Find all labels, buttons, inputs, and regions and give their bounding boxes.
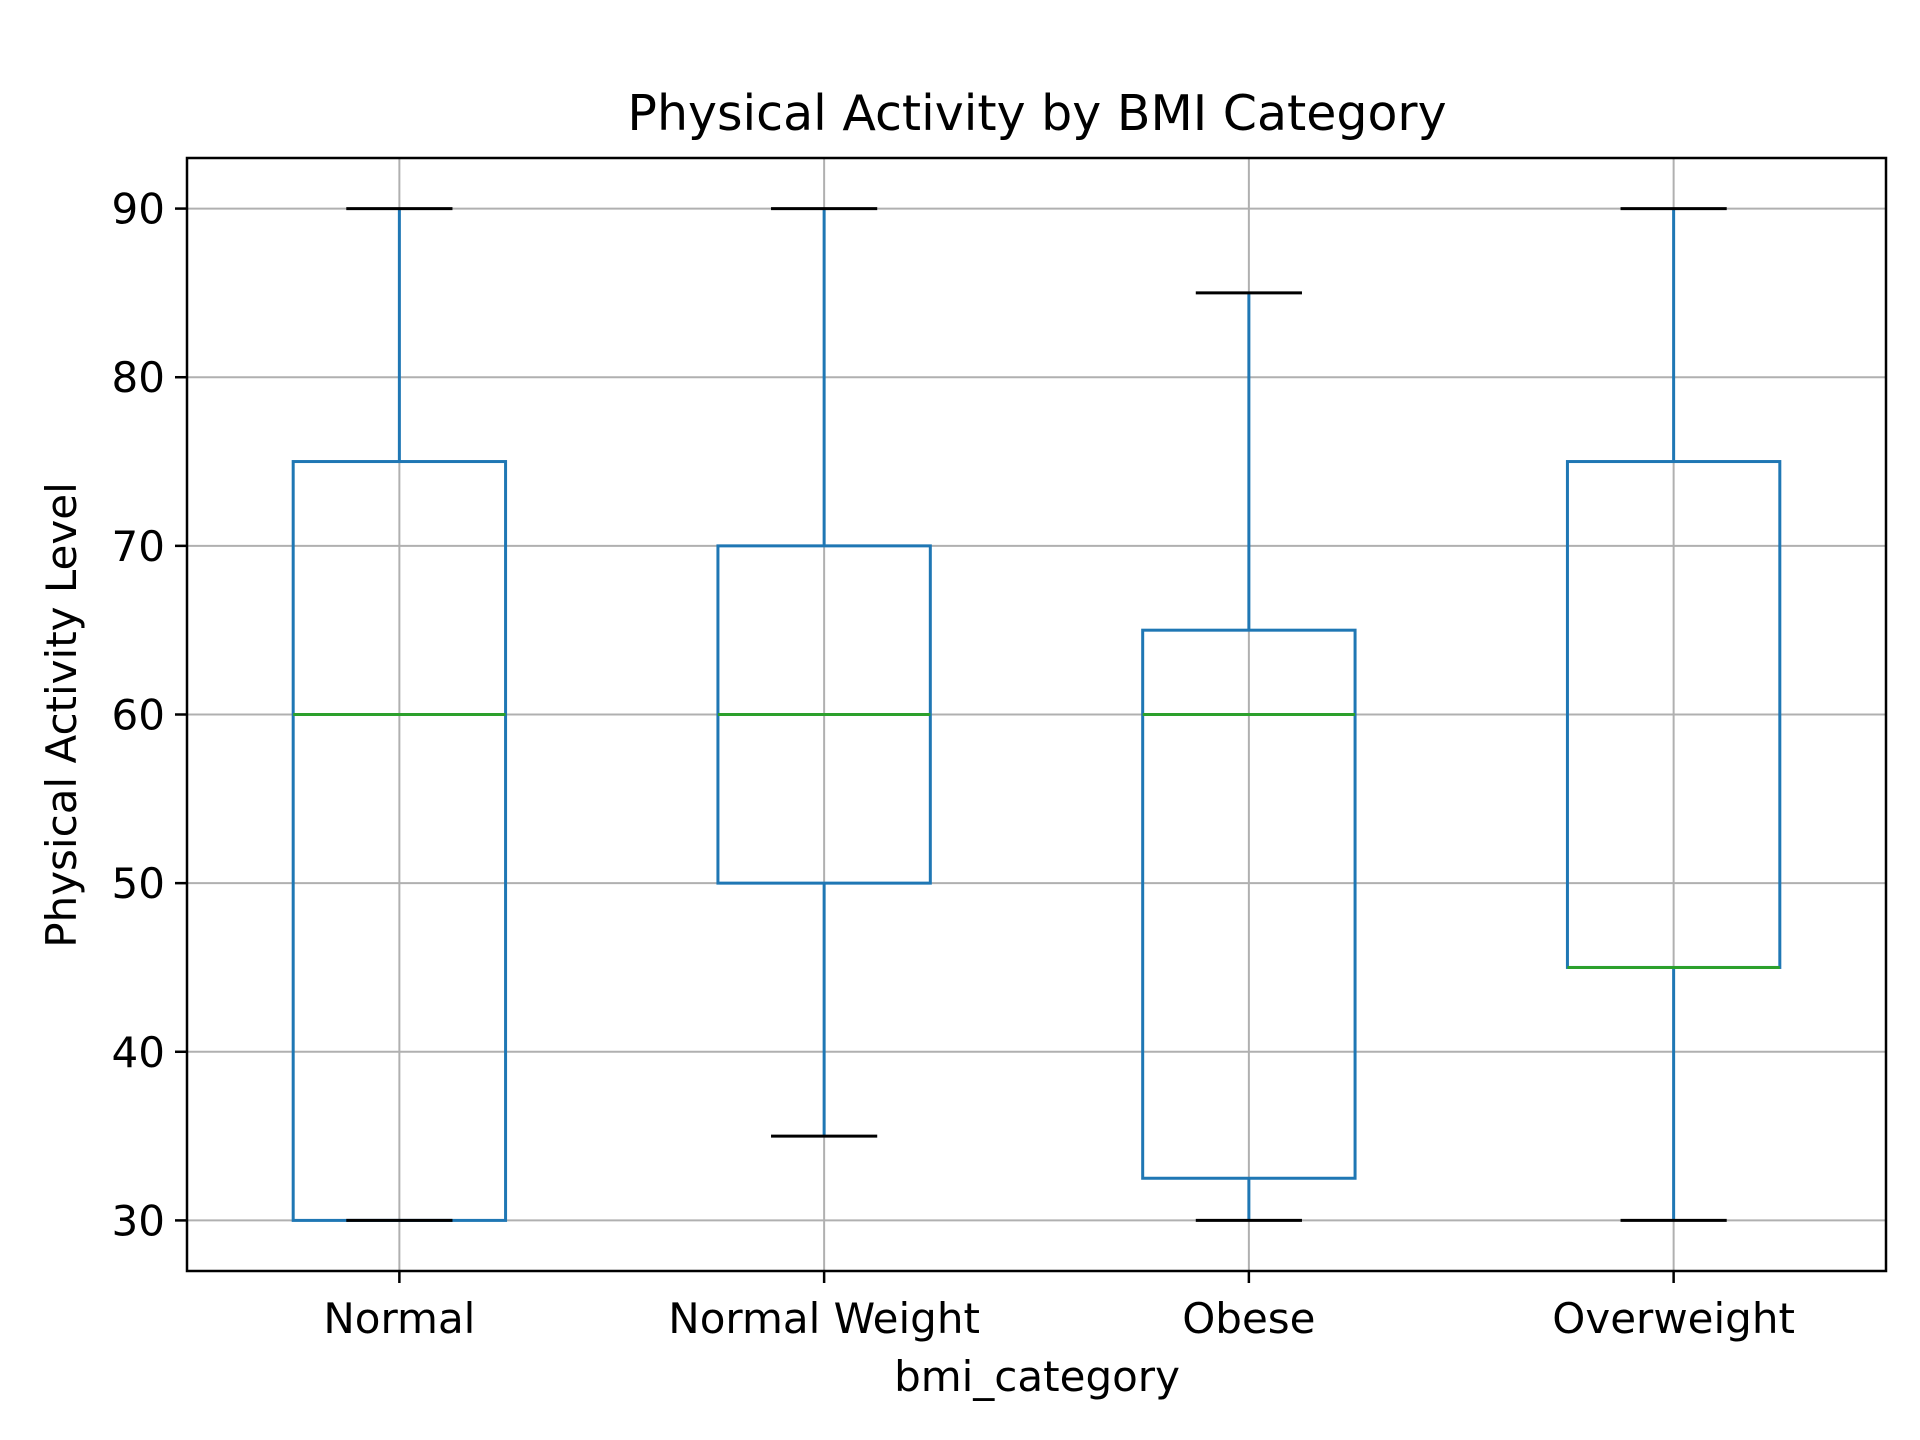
box-group xyxy=(291,207,508,1222)
y-tick-label: 90 xyxy=(112,185,165,234)
x-tick-label: Normal Weight xyxy=(668,1294,980,1343)
y-tick-label: 70 xyxy=(112,522,165,571)
box-group xyxy=(1141,291,1357,1222)
x-tick-label: Overweight xyxy=(1552,1294,1795,1343)
box-layer xyxy=(291,207,1782,1222)
y-tick-label: 80 xyxy=(112,353,165,402)
x-tick-label: Normal xyxy=(323,1294,475,1343)
y-tick-label: 30 xyxy=(112,1196,165,1245)
y-tick-label: 40 xyxy=(112,1028,165,1077)
y-tick-label: 60 xyxy=(112,691,165,740)
y-tick-label: 50 xyxy=(112,859,165,908)
box-group xyxy=(716,207,932,1138)
box-iqr xyxy=(1141,628,1357,1180)
box-group xyxy=(1565,207,1782,1222)
y-axis-label: Physical Activity Level xyxy=(37,482,86,948)
x-axis-label: bmi_category xyxy=(894,1352,1180,1401)
chart-title: Physical Activity by BMI Category xyxy=(627,85,1446,142)
tick-layer: 30 40 50 60 70 80 90 Normal Normal Weight Obese Ov… xyxy=(112,185,1795,1343)
x-tick-label: Obese xyxy=(1182,1294,1315,1343)
